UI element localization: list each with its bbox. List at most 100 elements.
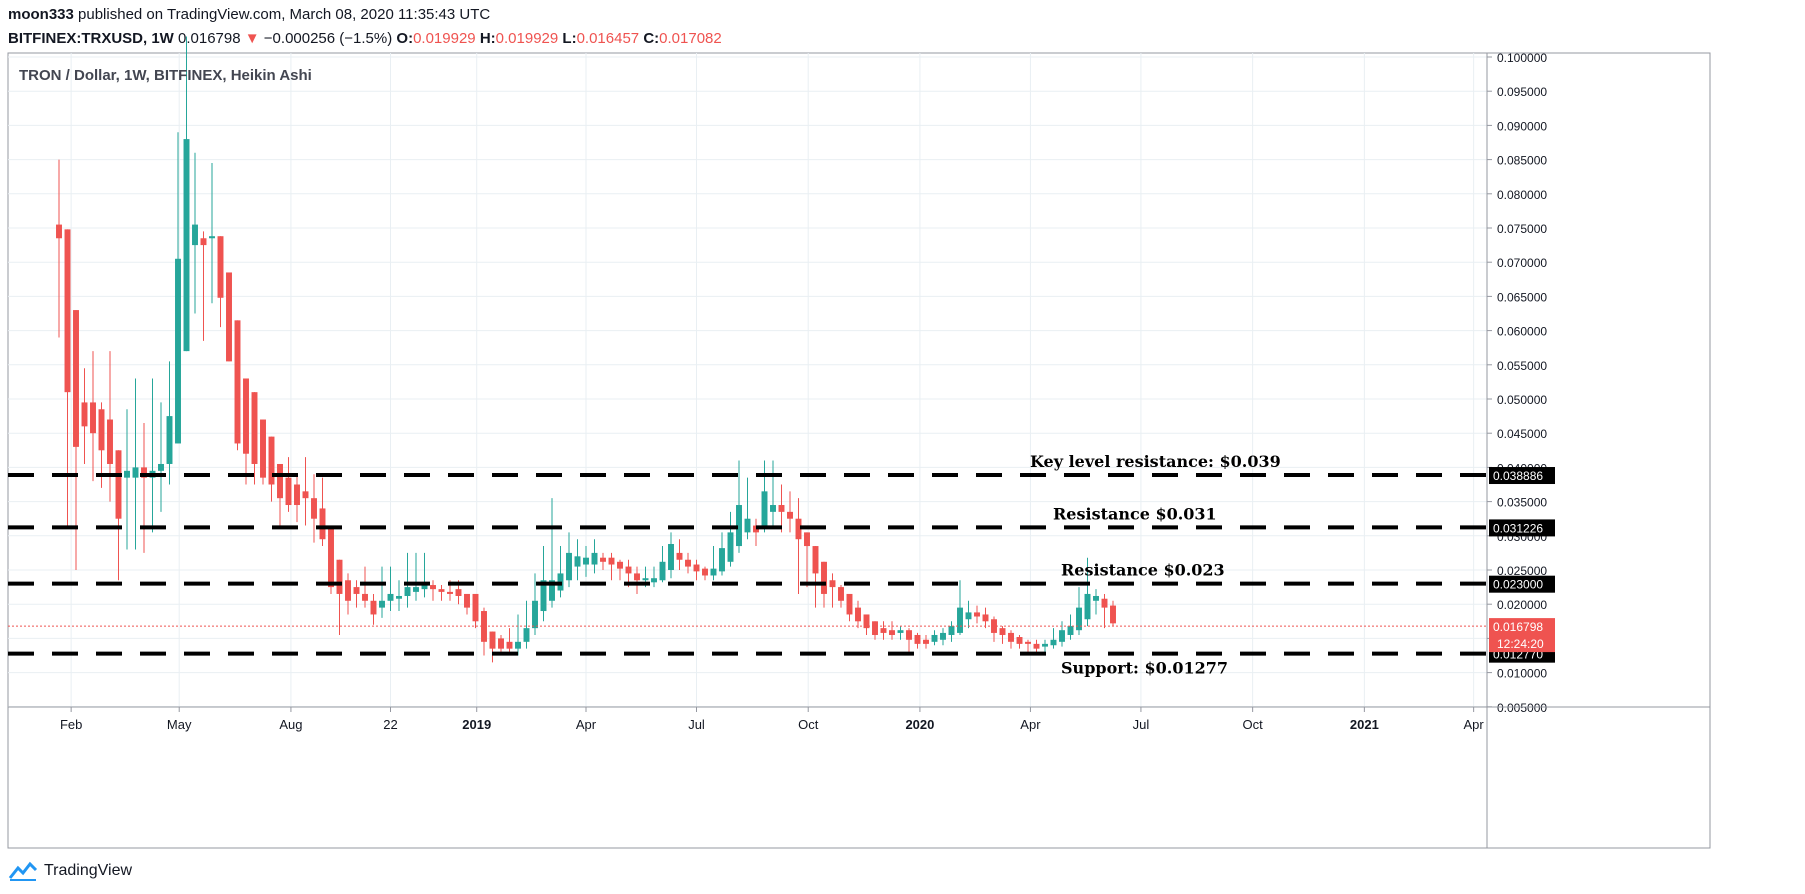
candle-body-down[interactable] bbox=[260, 419, 266, 478]
candle-body-up[interactable] bbox=[124, 470, 130, 478]
candle-body-down[interactable] bbox=[685, 559, 691, 567]
candle-body-down[interactable] bbox=[923, 639, 929, 644]
candle-body-up[interactable] bbox=[540, 580, 547, 612]
candle-body-down[interactable] bbox=[73, 310, 79, 447]
candle-body-down[interactable] bbox=[370, 600, 377, 615]
candle-body-up[interactable] bbox=[523, 628, 530, 642]
candle-body-down[interactable] bbox=[81, 402, 88, 427]
candle-body-up[interactable] bbox=[387, 593, 394, 601]
candle-body-up[interactable] bbox=[719, 548, 725, 572]
candle-body-down[interactable] bbox=[311, 498, 317, 519]
candle-body-down[interactable] bbox=[906, 630, 912, 640]
candle-body-down[interactable] bbox=[1110, 605, 1116, 624]
tradingview-footer[interactable]: TradingView bbox=[8, 860, 132, 882]
candle-body-up[interactable] bbox=[659, 561, 666, 581]
candle-body-down[interactable] bbox=[115, 450, 122, 519]
candle-body-down[interactable] bbox=[702, 568, 708, 576]
candle-body-down[interactable] bbox=[277, 463, 283, 499]
candle-body-up[interactable] bbox=[651, 578, 657, 583]
candle-body-up[interactable] bbox=[1050, 639, 1057, 646]
author-name[interactable]: moon333 bbox=[8, 6, 74, 23]
candle-body-down[interactable] bbox=[1033, 643, 1040, 649]
candle-body-down[interactable] bbox=[625, 566, 632, 574]
candle-body-down[interactable] bbox=[336, 559, 343, 594]
candle-body-down[interactable] bbox=[498, 638, 504, 649]
candle-body-up[interactable] bbox=[727, 532, 734, 562]
candle-body-down[interactable] bbox=[234, 320, 241, 444]
candle-body-down[interactable] bbox=[872, 621, 878, 635]
candle-body-up[interactable] bbox=[166, 416, 173, 464]
candle-body-up[interactable] bbox=[404, 587, 411, 596]
candle-body-up[interactable] bbox=[1076, 607, 1082, 631]
candle-body-down[interactable] bbox=[353, 587, 360, 594]
candle-body-up[interactable] bbox=[192, 224, 198, 246]
candle-body-down[interactable] bbox=[489, 631, 496, 649]
candle-body-up[interactable] bbox=[421, 585, 428, 590]
candle-body-down[interactable] bbox=[447, 591, 453, 594]
candle-body-down[interactable] bbox=[795, 518, 802, 540]
candle-body-down[interactable] bbox=[268, 436, 275, 485]
candle-body-down[interactable] bbox=[838, 587, 844, 601]
candle-body-down[interactable] bbox=[217, 236, 224, 298]
candle-body-up[interactable] bbox=[770, 505, 776, 512]
candle-body-up[interactable] bbox=[413, 587, 419, 592]
candle-body-up[interactable] bbox=[158, 463, 164, 471]
candle-body-up[interactable] bbox=[132, 467, 139, 478]
candle-body-down[interactable] bbox=[430, 585, 436, 590]
candle-body-down[interactable] bbox=[829, 580, 836, 588]
candle-body-up[interactable] bbox=[583, 557, 589, 565]
candle-body-down[interactable] bbox=[472, 593, 479, 622]
candle-body-up[interactable] bbox=[948, 626, 955, 635]
candle-body-up[interactable] bbox=[515, 641, 521, 649]
candle-body-down[interactable] bbox=[787, 511, 793, 519]
candle-body-down[interactable] bbox=[226, 272, 232, 362]
candle-body-down[interactable] bbox=[438, 589, 445, 592]
candle-body-down[interactable] bbox=[56, 224, 62, 239]
candle-body-up[interactable] bbox=[549, 580, 555, 601]
candle-body-up[interactable] bbox=[957, 607, 963, 633]
candle-body-down[interactable] bbox=[345, 580, 351, 601]
candle-body-down[interactable] bbox=[464, 593, 470, 608]
candle-body-down[interactable] bbox=[107, 419, 113, 464]
candle-body-up[interactable] bbox=[209, 236, 215, 239]
candle-body-down[interactable] bbox=[319, 508, 326, 540]
candle-body-up[interactable] bbox=[710, 568, 717, 576]
candle-body-up[interactable] bbox=[736, 505, 742, 547]
candle-body-down[interactable] bbox=[251, 392, 258, 464]
candle-body-down[interactable] bbox=[1008, 632, 1014, 642]
candle-body-down[interactable] bbox=[1016, 637, 1023, 644]
candle-body-up[interactable] bbox=[532, 600, 538, 629]
candle-body-down[interactable] bbox=[804, 532, 810, 547]
candle-body-up[interactable] bbox=[379, 600, 385, 608]
candle-body-down[interactable] bbox=[90, 402, 96, 434]
candle-body-up[interactable] bbox=[566, 552, 572, 581]
candle-body-down[interactable] bbox=[1025, 641, 1031, 644]
candle-body-down[interactable] bbox=[302, 491, 309, 499]
candle-body-down[interactable] bbox=[617, 561, 623, 569]
candle-body-up[interactable] bbox=[897, 630, 904, 633]
candle-body-up[interactable] bbox=[1042, 643, 1048, 647]
candle-body-down[interactable] bbox=[455, 589, 462, 596]
candle-body-down[interactable] bbox=[999, 628, 1006, 635]
candle-body-down[interactable] bbox=[362, 593, 368, 601]
candle-body-up[interactable] bbox=[965, 612, 972, 620]
candle-body-down[interactable] bbox=[693, 564, 700, 572]
candle-body-down[interactable] bbox=[243, 378, 249, 454]
candle-body-down[interactable] bbox=[846, 593, 853, 615]
candle-body-down[interactable] bbox=[634, 573, 640, 581]
candle-body-up[interactable] bbox=[642, 578, 649, 581]
candle-body-up[interactable] bbox=[761, 491, 768, 526]
candle-body-down[interactable] bbox=[974, 612, 980, 617]
candle-body-down[interactable] bbox=[328, 525, 334, 588]
candle-body-down[interactable] bbox=[855, 607, 861, 622]
candle-body-down[interactable] bbox=[608, 557, 615, 565]
candle-body-down[interactable] bbox=[914, 634, 921, 644]
candle-body-down[interactable] bbox=[889, 630, 895, 635]
candle-body-up[interactable] bbox=[175, 258, 181, 444]
candle-body-up[interactable] bbox=[1084, 593, 1091, 620]
candle-body-up[interactable] bbox=[574, 556, 581, 567]
candle-body-down[interactable] bbox=[863, 614, 870, 629]
candle-body-up[interactable] bbox=[940, 632, 946, 640]
candle-body-down[interactable] bbox=[141, 467, 147, 478]
